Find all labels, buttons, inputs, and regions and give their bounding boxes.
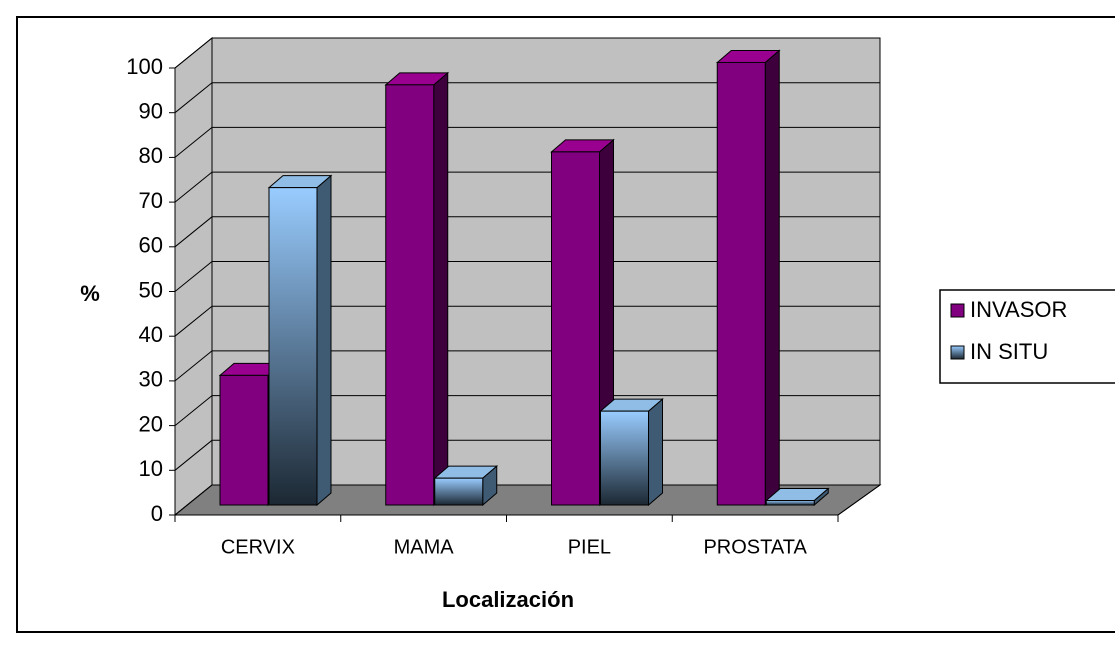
grid-line (174, 216, 880, 248)
x-tick-label: PROSTATA (703, 536, 807, 558)
y-tick-label: 90 (139, 99, 163, 124)
y-tick-label: 60 (139, 233, 163, 258)
grid-line (174, 126, 880, 158)
bar (268, 187, 318, 506)
grid-line (174, 171, 880, 203)
grid-line (174, 82, 880, 114)
grid-line (174, 261, 880, 292)
legend-box (939, 289, 1115, 384)
y-tick-label: 0 (151, 501, 163, 526)
bar-side (433, 71, 449, 507)
grid-line (174, 395, 880, 426)
x-tick-label: PIEL (568, 536, 611, 558)
legend-swatch (950, 345, 965, 360)
bar (600, 410, 649, 506)
bar-side (648, 398, 663, 507)
y-tick-label: 20 (139, 411, 163, 436)
y-tick-label: 80 (139, 143, 163, 168)
bar (551, 151, 600, 506)
y-tick-label: 50 (139, 277, 163, 302)
y-tick-label: 40 (139, 322, 163, 347)
y-axis-label: % (80, 281, 100, 306)
grid-line (174, 350, 880, 382)
x-tick-label: MAMA (394, 536, 455, 558)
legend-swatch (950, 303, 965, 318)
legend-label: IN SITU (970, 339, 1048, 364)
grid-line (174, 305, 880, 337)
y-tick-label: 70 (139, 188, 163, 213)
floor-edge (837, 484, 881, 516)
y-tick-label: 30 (139, 367, 163, 392)
bar (765, 500, 815, 506)
y-tick-label: 100 (126, 54, 163, 79)
bar (385, 84, 435, 506)
bar (716, 61, 766, 506)
bar-side (316, 174, 332, 507)
legend-label: INVASOR (970, 297, 1067, 322)
y-tick-label: 10 (139, 456, 163, 481)
x-axis-label: Localización (442, 587, 574, 612)
bar (434, 477, 484, 506)
bar-side (764, 49, 780, 507)
x-tick-label: CERVIX (221, 536, 295, 558)
grid-line (174, 37, 880, 69)
bar (219, 374, 269, 506)
